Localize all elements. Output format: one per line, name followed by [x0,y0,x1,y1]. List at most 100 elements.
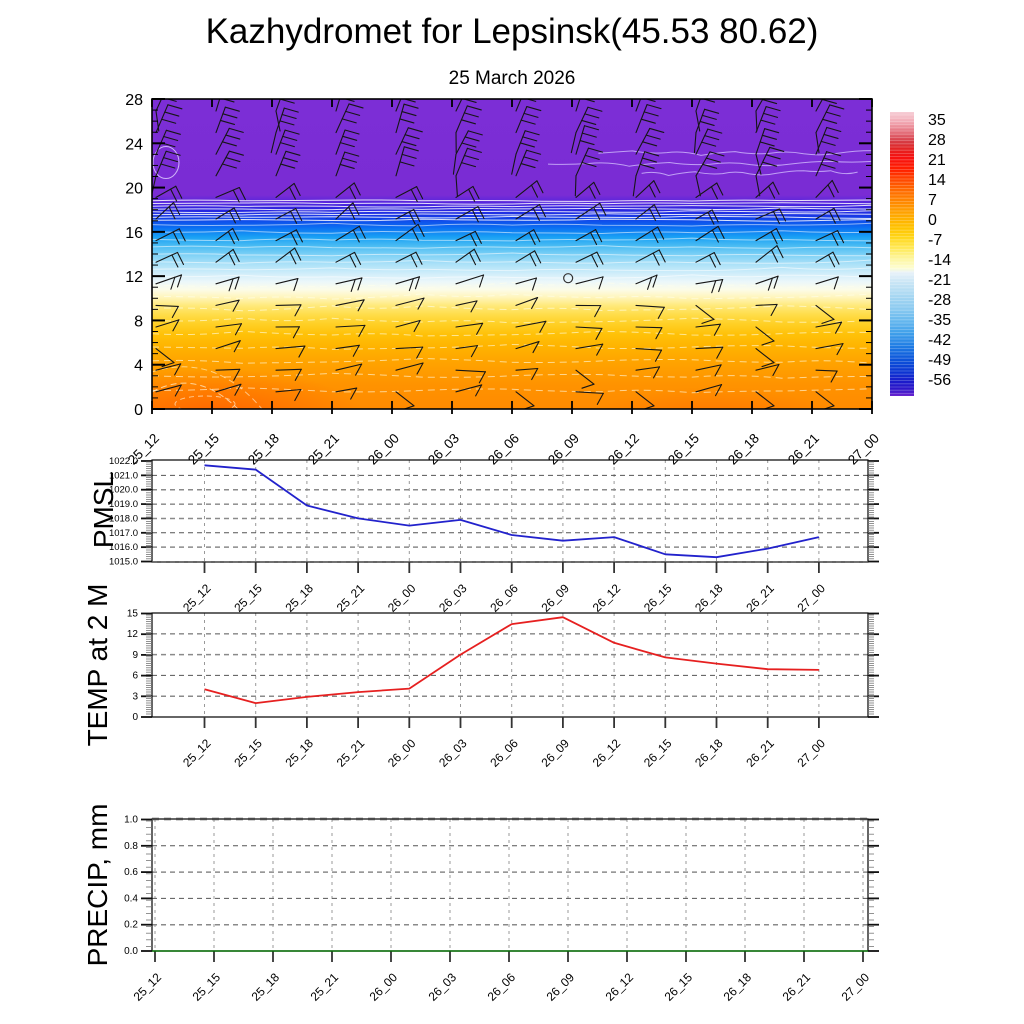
y-tick-label: 0 [132,712,138,723]
time-tick-label: 25_12 [131,970,165,1004]
time-tick-label: 26_12 [605,431,642,468]
colorbar-tick-label: -21 [928,272,951,289]
time-tick-label: 26_18 [725,431,762,468]
temp-panel: 15 12 9 6 3 0 25_12 25_15 25_18 25_21 26_00 26_03 26… [127,609,879,770]
y-tick-label: 1015.0 [109,557,138,568]
contour-lines [152,146,872,409]
height-tick-label: 8 [134,313,143,330]
time-tick-label: 26_21 [743,581,777,615]
time-tick-label: 26_06 [487,581,521,615]
y-tick-label: 9 [132,650,138,661]
time-tick-label: 25_21 [305,431,342,468]
time-tick-label: 27_00 [795,581,829,615]
y-tick-label: 1021.0 [109,470,138,481]
colorbar-tick-label: 0 [928,212,937,229]
colorbar-tick-label: -42 [928,332,951,349]
time-tick-label: 26_06 [487,736,521,770]
time-tick-label: 26_21 [785,431,822,468]
height-tick-label: 4 [134,358,143,375]
height-tick-label: 0 [134,402,143,419]
time-tick-label: 25_15 [185,431,222,468]
time-tick-label: 26_18 [692,581,726,615]
time-tick-label: 26_00 [367,970,401,1004]
time-tick-label: 26_12 [590,736,624,770]
page-title: Kazhydromet for Lepsinsk(45.53 80.62) [205,12,819,51]
time-tick-label: 26_00 [365,431,402,468]
time-tick-label: 26_09 [539,736,573,770]
temp-line [204,616,819,704]
time-tick-label: 26_06 [485,431,522,468]
time-tick-label: 26_00 [385,736,419,770]
y-tick-label: 1019.0 [109,499,138,510]
time-tick-label: 25_12 [180,581,214,615]
time-tick-label: 27_00 [839,970,873,1004]
colorbar-tick-label: 28 [928,132,946,149]
time-tick-label: 26_15 [665,431,702,468]
height-tick-label: 12 [125,269,143,286]
date-subtitle: 25 March 2026 [448,68,576,89]
y-tick-label: 0.0 [124,946,138,957]
time-tick-label: 26_18 [692,736,726,770]
time-tick-label: 26_12 [590,581,624,615]
pmsl-panel: 1022.0 1021.0 1020.0 1019.0 1018.0 1017.0 1016… [109,456,879,615]
time-tick-label: 25_15 [231,581,265,615]
calm-wind-marker [563,273,574,284]
time-tick-label: 25_18 [283,736,317,770]
time-tick-label: 26_09 [545,431,582,468]
colorbar-tick-label: -49 [928,352,951,369]
colorbar-tick-label: -35 [928,312,951,329]
time-tick-label: 26_03 [436,581,470,615]
y-tick-label: 1022.0 [109,456,138,467]
y-tick-label: 1018.0 [109,513,138,524]
time-tick-label: 27_00 [845,431,882,468]
time-tick-label: 26_09 [544,970,578,1004]
time-tick-label: 25_15 [231,736,265,770]
colorbar-tick-label: -7 [928,232,942,249]
time-tick-label: 26_03 [436,736,470,770]
wind-barbs [152,99,872,409]
pmsl-line [204,464,820,559]
height-tick-label: 20 [125,181,143,198]
y-tick-label: 0.8 [124,841,138,852]
time-tick-label: 25_12 [180,736,214,770]
colorbar-tick-label: -56 [928,372,951,389]
y-tick-label: 15 [127,609,139,620]
y-tick-label: 0.6 [124,867,138,878]
colorbar-tick-label: -28 [928,292,951,309]
y-tick-label: 1017.0 [109,528,138,539]
colorbar-tick-label: 21 [928,152,946,169]
time-tick-label: 26_15 [662,970,696,1004]
temperature-colorbar: 35 28 21 14 7 0 -7 -14 -21 -28 -35 -42 -49 -56 [890,112,951,396]
time-tick-label: 26_21 [743,736,777,770]
time-tick-label: 25_18 [283,581,317,615]
time-tick-label: 26_03 [425,431,462,468]
time-tick-label: 25_21 [334,736,368,770]
time-tick-label: 25_21 [334,581,368,615]
y-tick-label: 0.2 [124,920,138,931]
y-tick-label: 1020.0 [109,485,138,496]
time-tick-label: 26_09 [539,581,573,615]
y-tick-label: 3 [132,691,138,702]
height-tick-label: 16 [125,225,143,242]
time-tick-label: 27_00 [795,736,829,770]
height-tick-label: 28 [125,92,143,109]
y-tick-label: 12 [127,629,139,640]
colorbar-tick-label: 35 [928,112,946,129]
time-tick-label: 26_03 [426,970,460,1004]
y-tick-label: 1.0 [124,815,138,826]
time-tick-label: 26_06 [485,970,519,1004]
time-tick-label: 25_15 [190,970,224,1004]
time-tick-label: 26_21 [780,970,814,1004]
time-tick-label: 26_00 [385,581,419,615]
colorbar-tick-label: -14 [928,252,951,269]
y-tick-label: 6 [132,671,138,682]
time-tick-label: 26_18 [721,970,755,1004]
precip-panel: 1.0 0.8 0.6 0.4 0.2 0.0 25_12 25_15 25_18 25_21 26… [124,815,879,1004]
time-tick-label: 25_18 [249,970,283,1004]
y-tick-label: 0.4 [124,893,138,904]
time-tick-label: 26_12 [603,970,637,1004]
time-tick-label: 25_18 [245,431,282,468]
